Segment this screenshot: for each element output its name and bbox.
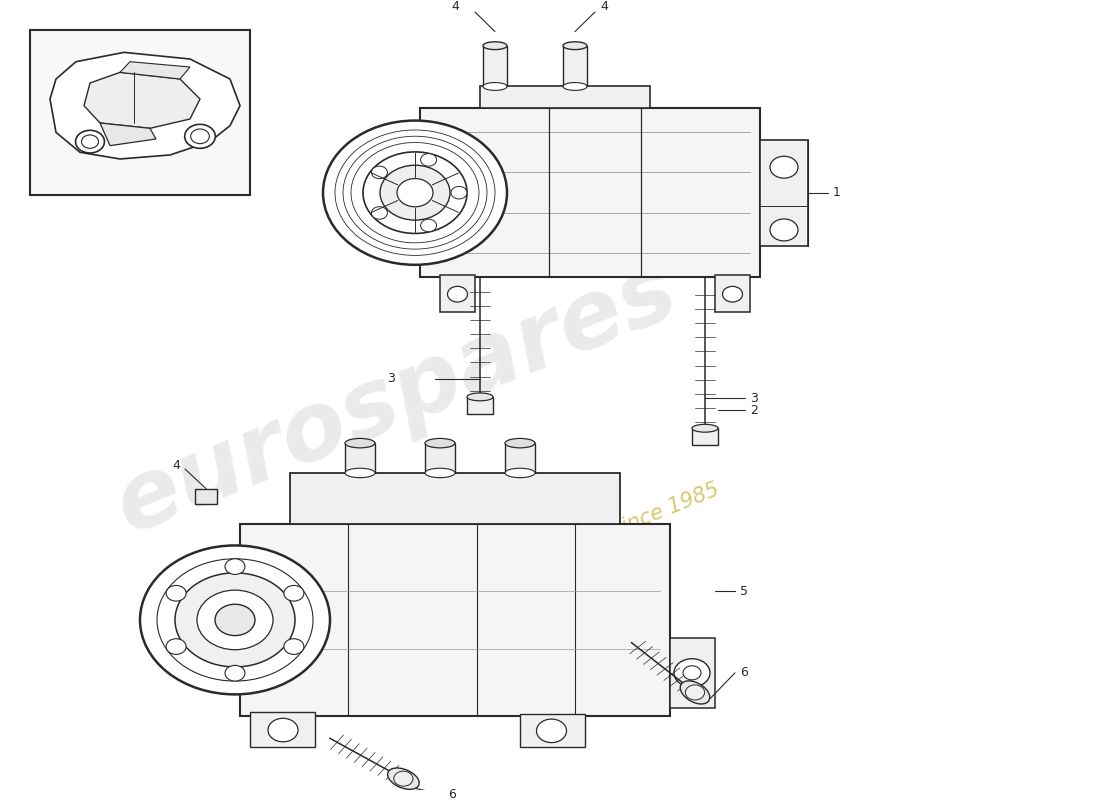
Circle shape <box>140 546 330 694</box>
Bar <box>345 443 375 473</box>
Circle shape <box>451 186 468 199</box>
Text: 3: 3 <box>387 372 395 386</box>
Ellipse shape <box>468 393 493 401</box>
Circle shape <box>76 130 104 153</box>
Ellipse shape <box>387 768 419 790</box>
Text: 2: 2 <box>750 404 758 417</box>
Polygon shape <box>84 72 200 128</box>
Text: 3: 3 <box>750 392 758 405</box>
Bar <box>519 714 584 747</box>
Bar <box>505 443 535 473</box>
Ellipse shape <box>425 438 455 448</box>
Polygon shape <box>100 123 156 146</box>
Text: 4: 4 <box>600 0 608 13</box>
Bar <box>440 274 475 312</box>
Circle shape <box>226 666 245 681</box>
Circle shape <box>448 286 468 302</box>
Circle shape <box>420 219 437 232</box>
Circle shape <box>420 154 437 166</box>
Bar <box>195 489 217 504</box>
Bar <box>240 524 670 716</box>
Circle shape <box>770 156 798 178</box>
Circle shape <box>770 219 798 241</box>
Circle shape <box>190 129 209 144</box>
Bar <box>692 428 718 446</box>
Ellipse shape <box>483 82 507 90</box>
Bar <box>290 473 620 524</box>
Ellipse shape <box>692 424 718 432</box>
Ellipse shape <box>345 468 375 478</box>
Bar <box>480 86 650 109</box>
Text: 6: 6 <box>449 788 456 800</box>
Text: 6: 6 <box>740 666 748 679</box>
Ellipse shape <box>425 468 455 478</box>
Circle shape <box>157 558 314 681</box>
Bar <box>483 46 507 86</box>
Polygon shape <box>120 62 190 79</box>
Bar <box>563 46 587 86</box>
Text: eurospares: eurospares <box>102 244 690 553</box>
Bar <box>760 140 808 246</box>
Bar <box>670 638 715 708</box>
Ellipse shape <box>680 681 710 704</box>
Bar <box>30 30 250 194</box>
Circle shape <box>284 638 304 654</box>
Circle shape <box>268 718 298 742</box>
Bar <box>468 397 493 414</box>
Text: 4: 4 <box>172 458 180 471</box>
Circle shape <box>674 658 710 687</box>
Circle shape <box>197 590 273 650</box>
Ellipse shape <box>345 438 375 448</box>
Circle shape <box>394 771 412 786</box>
Circle shape <box>284 586 304 601</box>
Text: 1: 1 <box>833 186 840 199</box>
Circle shape <box>226 558 245 574</box>
Circle shape <box>185 124 216 148</box>
Bar <box>250 712 315 747</box>
Circle shape <box>363 152 468 234</box>
Ellipse shape <box>563 82 587 90</box>
Circle shape <box>166 586 186 601</box>
Circle shape <box>372 206 387 219</box>
Circle shape <box>214 604 255 635</box>
Ellipse shape <box>483 42 507 50</box>
Circle shape <box>537 719 566 742</box>
Text: 4: 4 <box>451 0 459 13</box>
Bar <box>715 274 750 312</box>
Circle shape <box>81 135 99 148</box>
Circle shape <box>723 286 743 302</box>
Circle shape <box>166 638 186 654</box>
Circle shape <box>397 178 433 206</box>
Bar <box>420 109 760 277</box>
Circle shape <box>175 573 295 667</box>
Circle shape <box>323 121 507 265</box>
Ellipse shape <box>505 468 535 478</box>
Bar <box>425 443 455 473</box>
Polygon shape <box>50 52 240 159</box>
Circle shape <box>685 685 705 700</box>
Text: a passion for parts since 1985: a passion for parts since 1985 <box>422 479 722 616</box>
Ellipse shape <box>563 42 587 50</box>
Circle shape <box>683 666 701 680</box>
Text: 5: 5 <box>740 585 748 598</box>
Ellipse shape <box>505 438 535 448</box>
Circle shape <box>372 166 387 178</box>
Circle shape <box>379 166 450 220</box>
